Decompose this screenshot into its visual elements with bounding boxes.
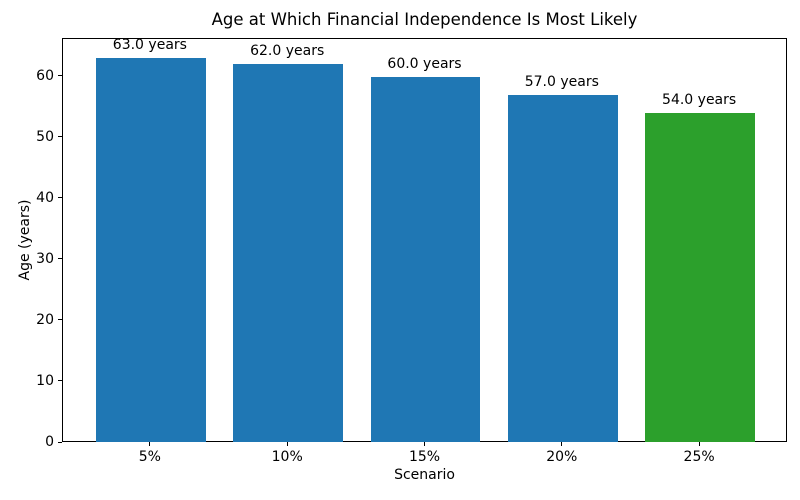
y-tick-mark <box>58 441 62 443</box>
y-tick-label: 30 <box>36 250 54 267</box>
x-tick-mark <box>698 442 700 446</box>
y-tick-mark <box>58 197 62 199</box>
y-tick-mark <box>58 136 62 138</box>
y-tick-mark <box>58 258 62 260</box>
bar-value-label: 60.0 years <box>387 55 462 72</box>
x-tick-mark <box>149 442 151 446</box>
bar-value-label: 63.0 years <box>112 37 187 54</box>
x-tick-label: 20% <box>546 449 578 465</box>
x-tick-label: 10% <box>271 449 303 465</box>
y-tick-mark <box>58 319 62 321</box>
bar-value-label: 62.0 years <box>250 43 325 60</box>
chart-title: Age at Which Financial Independence Is M… <box>211 10 638 29</box>
x-tick-label: 5% <box>138 449 161 465</box>
bar-5% <box>95 58 206 442</box>
bar-25% <box>645 113 756 442</box>
x-tick-mark <box>286 442 288 446</box>
plot-area <box>62 38 787 442</box>
x-tick-mark <box>424 442 425 446</box>
bar-10% <box>233 64 344 442</box>
x-axis-label: Scenario <box>394 467 455 483</box>
y-tick-label: 10 <box>36 372 54 389</box>
y-tick-label: 20 <box>36 311 54 328</box>
bar-value-label: 57.0 years <box>524 73 599 90</box>
x-tick-mark <box>561 442 563 446</box>
x-tick-label: 25% <box>683 449 715 465</box>
y-tick-label: 40 <box>36 189 54 206</box>
y-tick-label: 0 <box>45 434 54 450</box>
bar-value-label: 54.0 years <box>662 92 737 109</box>
bar-15% <box>370 76 481 442</box>
y-tick-label: 60 <box>36 67 54 84</box>
y-tick-mark <box>58 75 62 77</box>
bar-20% <box>507 94 618 442</box>
y-tick-label: 50 <box>36 128 54 145</box>
y-tick-mark <box>58 380 62 382</box>
x-tick-label: 15% <box>408 449 441 465</box>
